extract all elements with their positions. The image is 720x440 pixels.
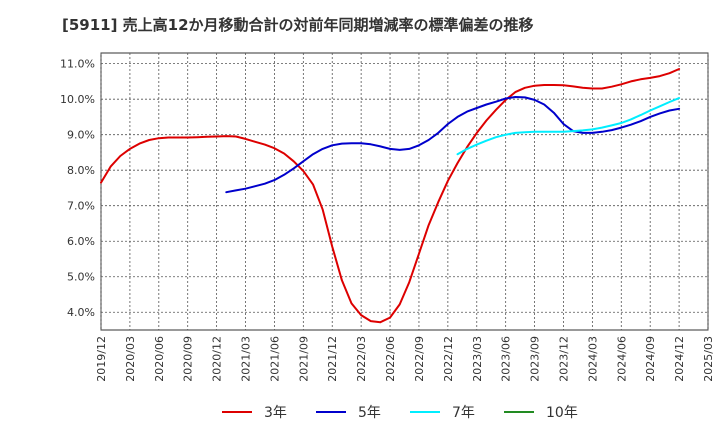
x-tick-label: 2025/03	[702, 336, 715, 382]
series-line-3年	[100, 68, 681, 324]
legend-label-10年: 10年	[546, 405, 578, 421]
x-tick-label: 2022/12	[442, 336, 455, 382]
x-tick-label: 2023/06	[500, 336, 513, 382]
x-tick-label: 2020/09	[182, 336, 195, 382]
y-tick-label: 8.0%	[67, 164, 95, 177]
legend: 3年 5年 7年 10年	[222, 405, 578, 421]
x-tick-label: 2021/03	[240, 336, 253, 382]
x-tick-label: 2024/03	[586, 336, 599, 382]
y-tick-label: 5.0%	[67, 271, 95, 284]
plot-area	[100, 52, 709, 331]
x-tick-label: 2024/06	[615, 336, 628, 382]
x-tick-label: 2023/09	[529, 336, 542, 382]
x-tick-label: 2022/06	[384, 336, 397, 382]
x-tick-label: 2024/12	[673, 336, 686, 382]
x-tick-label: 2022/03	[355, 336, 368, 382]
x-tick-label: 2024/09	[644, 336, 657, 382]
x-tick-label: 2020/12	[211, 336, 224, 382]
series-layer	[100, 68, 681, 324]
y-tick-label: 9.0%	[67, 129, 95, 142]
chart-title: [5911] 売上高12か月移動合計の対前年同期増減率の標準偏差の推移	[62, 16, 534, 34]
y-tick-label: 11.0%	[60, 58, 95, 71]
y-tick-label: 4.0%	[67, 306, 95, 319]
y-tick-label: 6.0%	[67, 235, 95, 248]
y-tick-label: 10.0%	[60, 93, 95, 106]
series-line-5年	[225, 96, 681, 194]
x-tick-label: 2021/12	[326, 336, 339, 382]
x-tick-label: 2023/03	[471, 336, 484, 382]
legend-label-3年: 3年	[264, 405, 287, 421]
legend-label-5年: 5年	[358, 405, 381, 421]
x-tick-label: 2022/09	[413, 336, 426, 382]
x-tick-label: 2021/09	[297, 336, 310, 382]
grid-layer	[100, 52, 709, 331]
x-tick-label: 2021/06	[268, 336, 281, 382]
x-tick-label: 2023/12	[557, 336, 570, 382]
legend-label-7年: 7年	[452, 405, 475, 421]
y-tick-label: 7.0%	[67, 200, 95, 213]
x-tick-label: 2019/12	[95, 336, 108, 382]
x-tick-label: 2020/06	[153, 336, 166, 382]
axis-layer: 4.0% 5.0% 6.0% 7.0% 8.0% 9.0% 10.0% 11.0% 2019/1…	[60, 58, 715, 382]
x-tick-label: 2020/03	[124, 336, 137, 382]
series-line-7年	[456, 97, 681, 156]
